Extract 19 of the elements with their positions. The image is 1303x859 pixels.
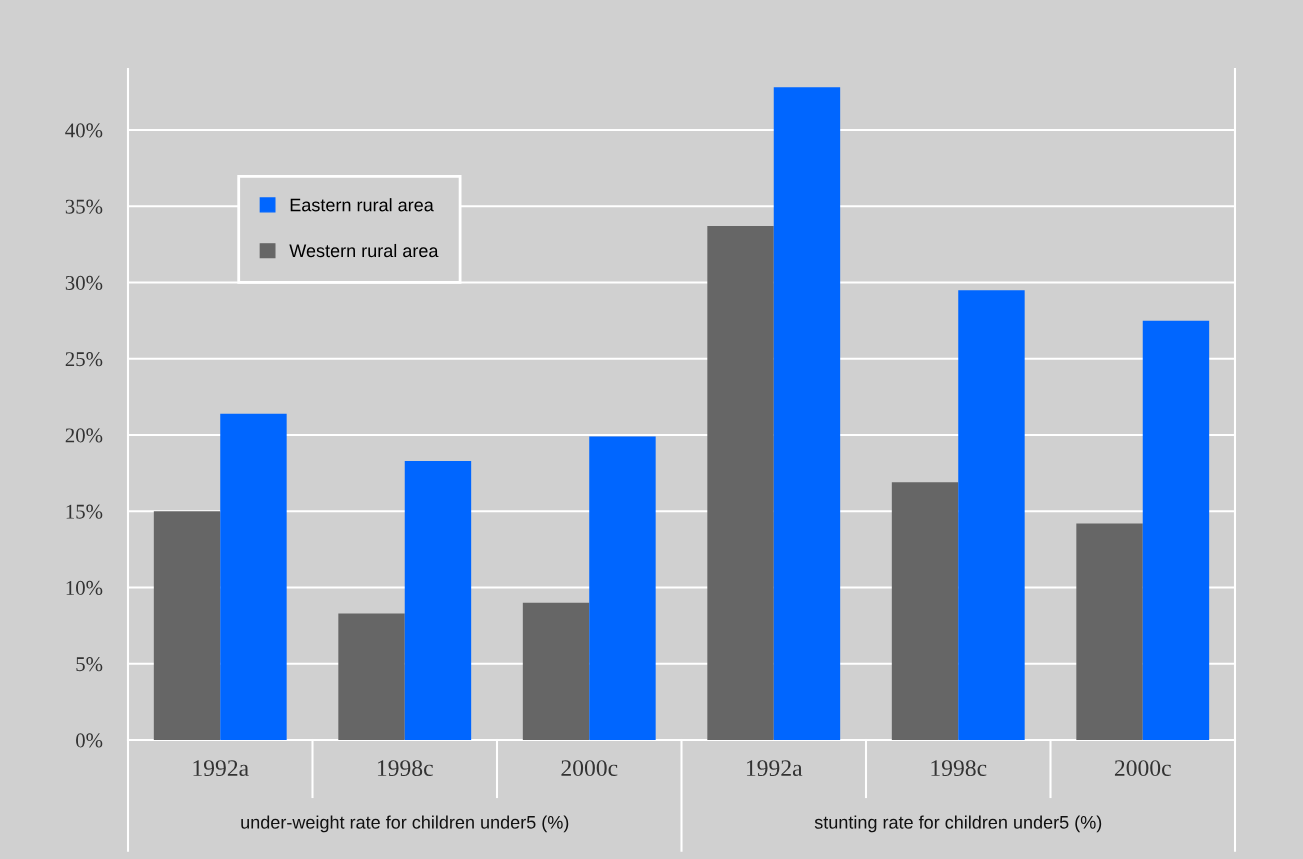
y-tick-label: 10% xyxy=(66,580,103,595)
y-tick-label: 15% xyxy=(66,504,103,519)
x-tick-label: 1992a xyxy=(746,760,803,777)
y-tick-label: 5% xyxy=(76,657,103,672)
text: stunting rate for children under5 (%) xyxy=(814,815,1102,833)
y-tick-label: 25% xyxy=(65,352,103,367)
x-tick-label: 1998c xyxy=(931,760,987,777)
x-tick-label: 1992a xyxy=(193,760,249,777)
y-tick-label: 30% xyxy=(65,275,103,290)
y-tick-label: 35% xyxy=(65,199,103,214)
y-tick-label: 20% xyxy=(65,428,103,443)
legend-label: Eastern rural area xyxy=(290,198,434,212)
text: under-weight rate for children under5 (%) xyxy=(241,815,569,833)
x-tick-label: 2000c xyxy=(561,760,618,777)
y-tick-label: 40% xyxy=(65,123,103,138)
y-tick-label: 0% xyxy=(76,733,103,748)
x-tick-label: 2000c xyxy=(1114,760,1171,777)
x-tick-label: 1998c xyxy=(377,760,433,777)
legend-label: Western rural area xyxy=(289,243,439,258)
